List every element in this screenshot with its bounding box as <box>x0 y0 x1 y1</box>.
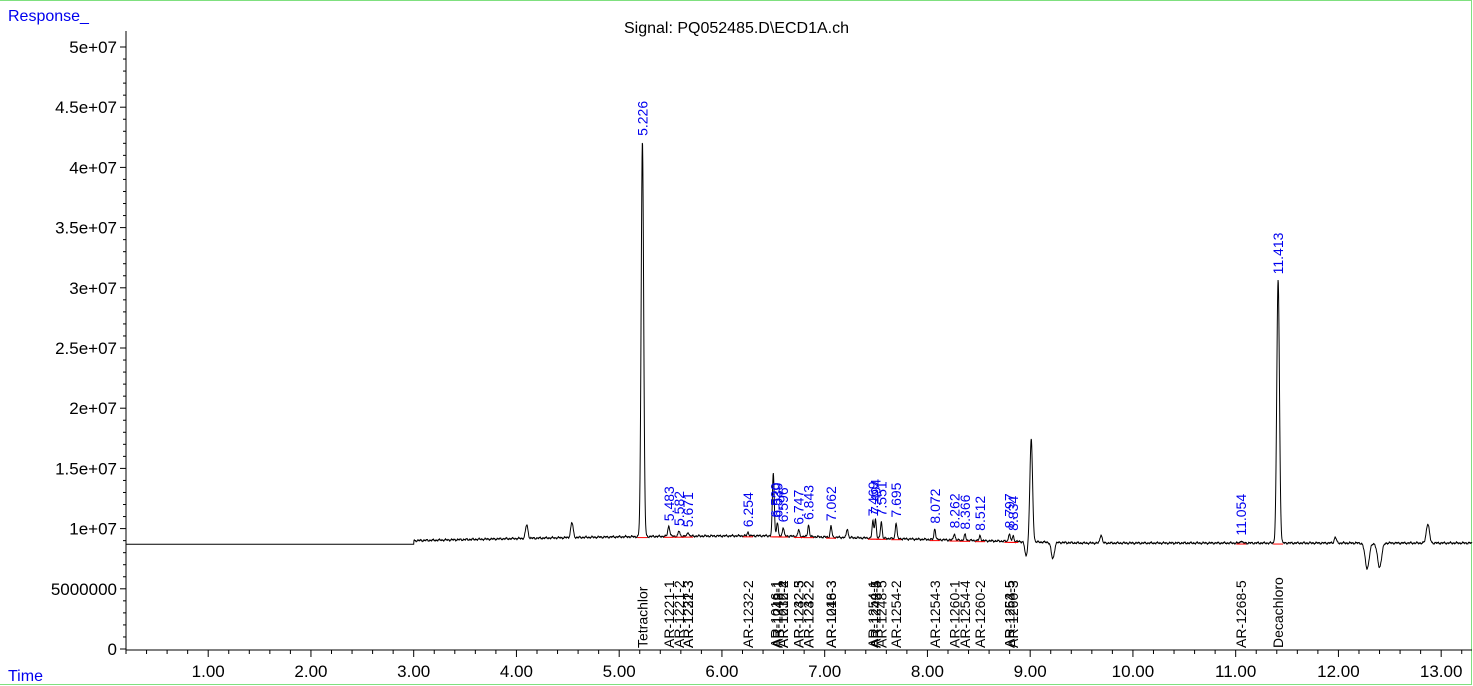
peak-label: 8.366 <box>957 494 973 529</box>
x-tick-label: 12.00 <box>1317 662 1360 681</box>
compound-label: AR-1242-5 <box>867 580 883 648</box>
peak-label: 8.262 <box>946 493 962 528</box>
peak-label: 6.254 <box>740 492 756 527</box>
compound-label: AR-1254-5 <box>1001 580 1017 648</box>
y-axis-label: Response_ <box>8 8 89 25</box>
x-tick-label: 4.00 <box>500 662 533 681</box>
x-tick-label: 3.00 <box>397 662 430 681</box>
signal-trace <box>126 142 1473 571</box>
compound-label: AR-1221-2 <box>671 580 687 648</box>
compound-label: AR-1260-1 <box>946 580 962 648</box>
peak-label: 6.596 <box>775 487 791 522</box>
compound-label: AR-1232-4 <box>775 580 791 648</box>
compound-label: AR-1242-3 <box>791 580 807 648</box>
compound-label: AR-1260-3 <box>1005 580 1021 648</box>
x-tick-label: 2.00 <box>294 662 327 681</box>
compound-label: AR-1254-3 <box>927 580 943 648</box>
compound-label: AR-1016-2 <box>775 580 791 648</box>
peak-label: 7.494 <box>867 479 883 514</box>
y-tick-label: 2.5e+07 <box>55 339 117 358</box>
compound-label: AR-1268-5 <box>1233 580 1249 648</box>
peak-label: 5.582 <box>671 491 687 526</box>
peak-label: 8.797 <box>1001 493 1017 528</box>
peak-label: 7.695 <box>888 482 904 517</box>
y-tick-label: 2e+07 <box>69 399 117 418</box>
y-tick-label: 5000000 <box>51 580 117 599</box>
compound-label: AR-1248-5 <box>873 580 889 648</box>
y-tick-label: 3e+07 <box>69 279 117 298</box>
x-tick-label: 13.00 <box>1420 662 1463 681</box>
peak-label: 7.469 <box>865 481 881 516</box>
peak-label: 6.747 <box>791 490 807 525</box>
x-tick-label: 10.00 <box>1112 662 1155 681</box>
x-axis-label: Time <box>8 668 43 685</box>
peak-label: 5.483 <box>661 486 677 521</box>
compound-label: AR-1248-3 <box>823 580 839 648</box>
y-tick-label: 4e+07 <box>69 158 117 177</box>
y-tick-label: 3.5e+07 <box>55 219 117 238</box>
compound-label: AR-1232-2 <box>740 580 756 648</box>
compound-label: AR-1248-1 <box>769 580 785 648</box>
y-tick-label: 5e+07 <box>69 38 117 57</box>
peak-label: 7.062 <box>823 486 839 521</box>
x-tick-label: 1.00 <box>192 662 225 681</box>
peak-label: 7.551 <box>873 481 889 516</box>
y-tick-label: 1.5e+07 <box>55 459 117 478</box>
compound-label: AR-1260-2 <box>972 580 988 648</box>
chart-title: Signal: PQ052485.D\ECD1A.ch <box>623 20 849 37</box>
compound-label: AR-1254-2 <box>888 580 904 648</box>
compound-label: AR-1016-3 <box>823 580 839 648</box>
x-tick-label: 5.00 <box>603 662 636 681</box>
peak-label: 6.843 <box>801 485 817 520</box>
compound-label: AR-1221-3 <box>680 580 696 648</box>
compound-label: AR-1254-4 <box>957 580 973 648</box>
compound-label: AR-1232-3 <box>680 580 696 648</box>
y-tick-label: 4.5e+07 <box>55 98 117 117</box>
compound-label: AR-1221-1 <box>661 580 677 648</box>
x-tick-label: 7.00 <box>808 662 841 681</box>
peak-label: 5.671 <box>680 492 696 527</box>
peak-label: 11.054 <box>1233 494 1249 536</box>
peak-label: 6.520 <box>767 482 783 517</box>
compound-label: AR-1248-4 <box>867 580 883 648</box>
y-tick-label: 1e+07 <box>69 520 117 539</box>
peak-label: 11.413 <box>1270 232 1286 274</box>
compound-label: AR-1242-2 <box>801 580 817 648</box>
x-tick-label: 11.00 <box>1215 662 1256 681</box>
peak-label: 6.539 <box>769 482 785 517</box>
x-tick-label: 9.00 <box>1014 662 1047 681</box>
y-tick-label: 0 <box>108 640 117 659</box>
compound-label: AR-1232-2 <box>801 580 817 648</box>
compound-label: Tetrachlor <box>634 586 650 648</box>
compound-label: Decachloro <box>1270 577 1286 648</box>
compound-label: AR-1232-5 <box>791 580 807 648</box>
peak-label: 8.834 <box>1005 496 1021 531</box>
x-tick-label: 6.00 <box>705 662 738 681</box>
compound-label: AR-1242-1 <box>769 580 785 648</box>
x-tick-label: 8.00 <box>911 662 944 681</box>
compound-label: AR-1016-1 <box>767 580 783 648</box>
peak-label: 8.512 <box>972 496 988 531</box>
compound-label: AR-1262-5 <box>1001 580 1017 648</box>
compound-label: AR-1254-1 <box>865 580 881 648</box>
peak-label: 5.226 <box>634 101 650 136</box>
peak-label: 8.072 <box>927 488 943 523</box>
